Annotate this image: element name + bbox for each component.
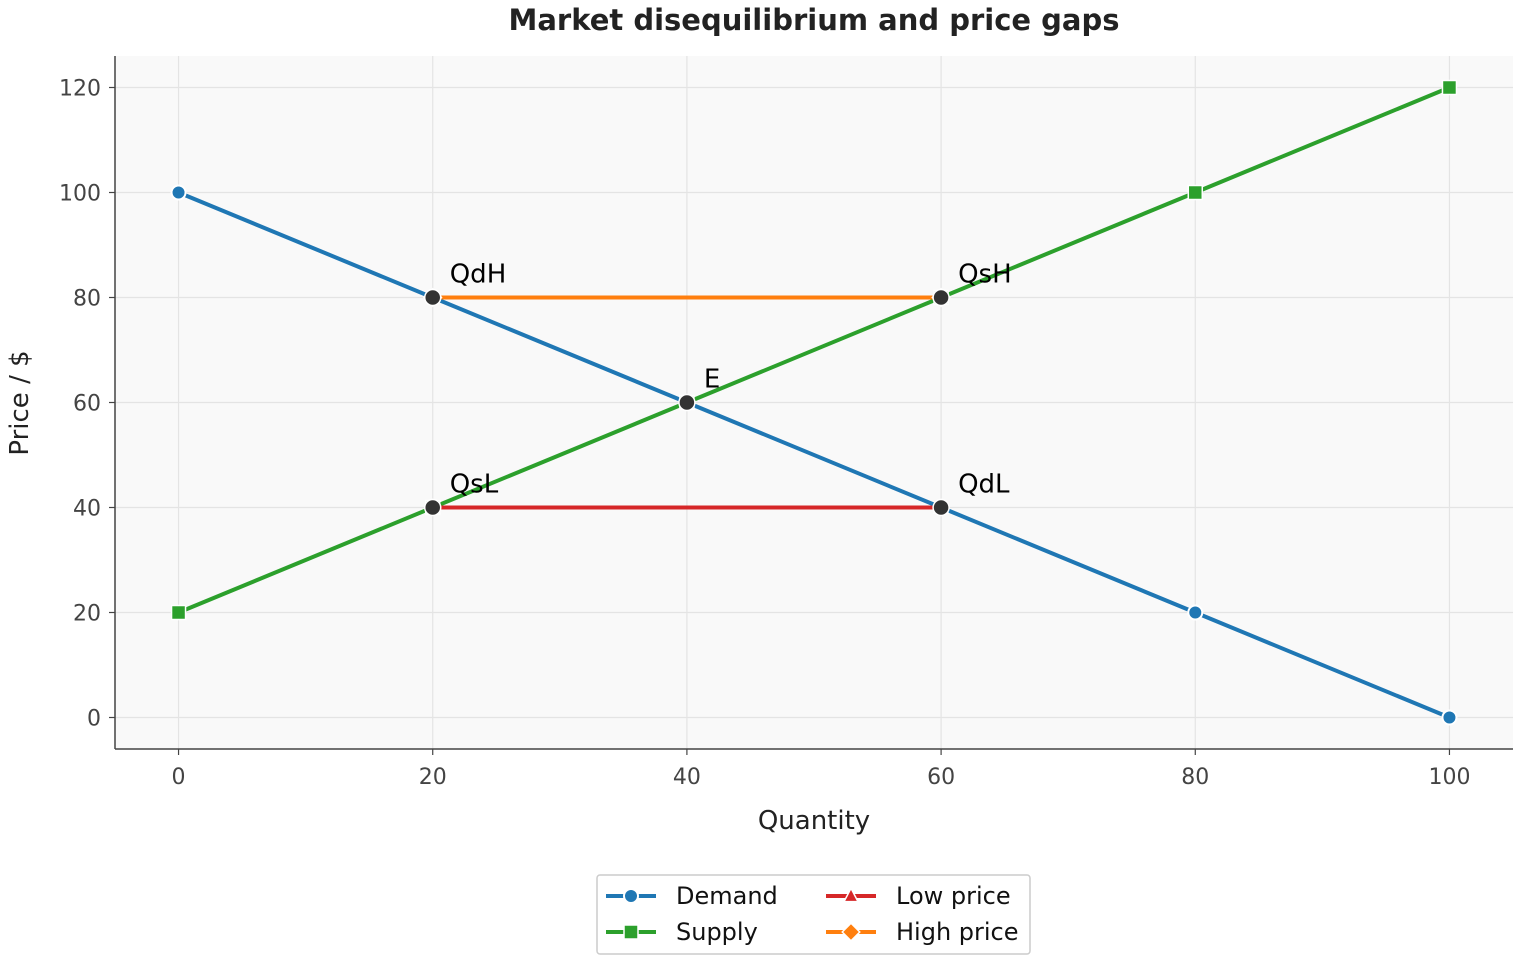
legend-label: Supply	[676, 918, 758, 946]
annotation-label: QsH	[958, 260, 1012, 290]
annotation-label: E	[704, 365, 720, 395]
y-tick-label: 20	[73, 602, 101, 627]
annotation-label: QsL	[450, 470, 499, 500]
x-tick-label: 80	[1181, 765, 1209, 790]
annotation-point	[423, 498, 442, 517]
annotation-point	[932, 288, 950, 307]
annotation-point	[423, 288, 442, 307]
data-point-supply	[1187, 184, 1204, 201]
series-line-supply	[176, 85, 1452, 615]
legend-marker	[842, 886, 860, 903]
annotations: QdH QsH E QsL QdL	[423, 260, 1012, 517]
annotation-label: QdL	[958, 470, 1010, 500]
legend-item-low-price: Low price	[826, 882, 1011, 910]
legend-marker	[841, 922, 861, 942]
data-point-demand	[1441, 709, 1458, 726]
x-tick-label: 100	[1428, 765, 1470, 790]
y-tick-label: 0	[87, 707, 101, 732]
y-axis-label: Price / $	[5, 350, 35, 455]
legend-item-demand: Demand	[606, 882, 778, 910]
x-tick-label: 60	[927, 765, 955, 790]
x-axis-label: Quantity	[758, 806, 870, 836]
data-point-demand	[1187, 604, 1204, 621]
annotation-point	[932, 498, 950, 517]
legend-box	[596, 874, 1031, 955]
legend-item-high-price: High price	[826, 918, 1019, 946]
x-tick-label: 40	[673, 765, 701, 790]
legend-marker	[623, 924, 639, 940]
x-tick-label: 0	[172, 765, 186, 790]
y-tick-label: 60	[73, 392, 101, 417]
legend-label: Low price	[896, 882, 1011, 910]
series-line-demand	[176, 190, 1452, 720]
data-point-demand	[170, 184, 187, 201]
data-point-supply	[1441, 79, 1458, 96]
ticks: 0 20 40 60 80 100 0 20 40 60 80 100 120	[59, 77, 1470, 791]
legend-label: High price	[896, 918, 1019, 946]
annotation-point	[678, 393, 696, 412]
x-tick-label: 20	[419, 765, 447, 790]
annotation-label: QdH	[450, 260, 507, 290]
chart-title: Market disequilibrium and price gaps	[508, 3, 1119, 37]
y-tick-label: 120	[59, 77, 101, 102]
y-tick-label: 80	[73, 287, 101, 312]
legend-marker	[623, 888, 639, 904]
legend: Demand Supply Low price High price	[596, 874, 1031, 955]
y-tick-label: 40	[73, 497, 101, 522]
y-tick-label: 100	[59, 182, 101, 207]
legend-item-supply: Supply	[606, 918, 758, 946]
legend-label: Demand	[676, 882, 778, 910]
data-point-supply	[170, 604, 187, 621]
